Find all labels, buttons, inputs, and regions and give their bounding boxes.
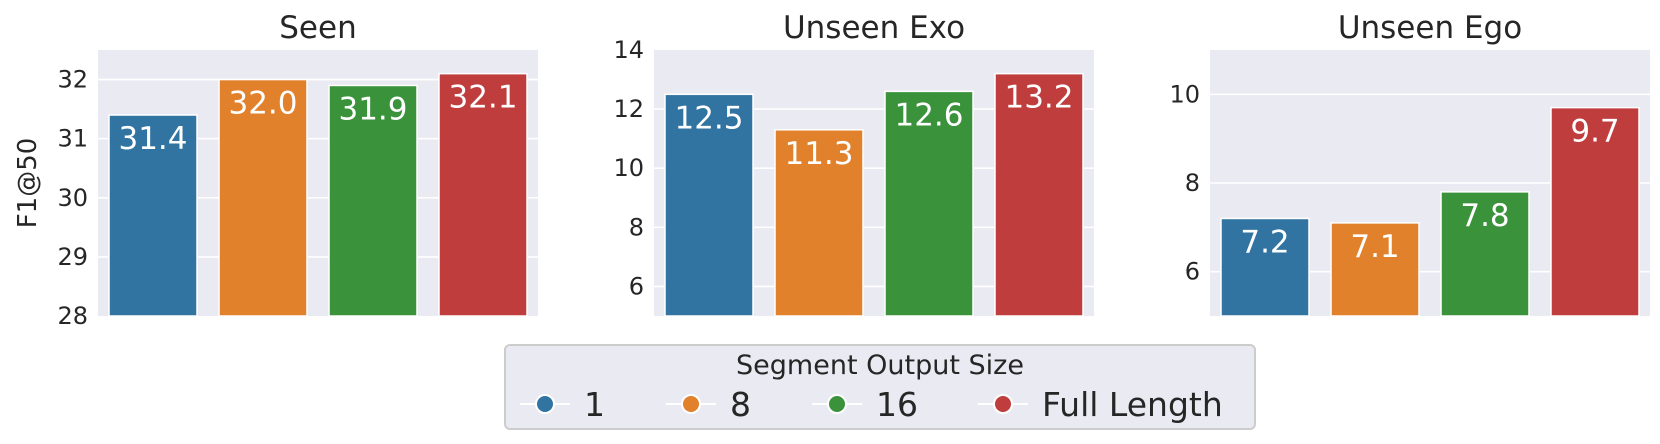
ytick-label-2-1: 8 <box>1185 169 1200 197</box>
legend-dot-8 <box>681 394 701 414</box>
bar-value-label-1-0: 12.5 <box>674 100 743 136</box>
ytick-label-1-4: 14 <box>613 36 644 64</box>
bar-value-label-1-3: 13.2 <box>1004 80 1073 116</box>
legend-marker-full-length <box>972 382 1034 426</box>
legend-title: Segment Output Size <box>736 350 1024 381</box>
ytick-label-1-1: 8 <box>629 213 644 241</box>
legend-item-16: 16 <box>806 382 918 426</box>
ytick-label-0-1: 29 <box>57 243 88 271</box>
panel-title-0: Seen <box>279 10 356 46</box>
legend-item-full-length: Full Length <box>972 382 1223 426</box>
bar-0-0 <box>108 114 198 317</box>
legend: Segment Output Size 1 8 16 Full Length <box>504 344 1256 430</box>
legend-marker-16 <box>806 382 868 426</box>
bar-0-1 <box>218 78 308 317</box>
legend-marker-8 <box>660 382 722 426</box>
bar-value-label-0-2: 31.9 <box>338 91 407 127</box>
bar-value-label-2-2: 7.8 <box>1460 198 1509 234</box>
bar-value-label-2-1: 7.1 <box>1350 229 1399 265</box>
legend-dot-1 <box>535 394 555 414</box>
panel-title-1: Unseen Exo <box>783 10 965 46</box>
legend-item-8: 8 <box>660 382 751 426</box>
ytick-label-0-0: 28 <box>57 302 88 330</box>
bar-1-0 <box>664 93 754 317</box>
legend-label-16: 16 <box>876 384 918 424</box>
bar-value-label-2-3: 9.7 <box>1570 114 1619 150</box>
bar-value-label-2-0: 7.2 <box>1240 224 1289 260</box>
ytick-label-2-2: 10 <box>1169 80 1200 108</box>
ytick-label-1-3: 12 <box>613 95 644 123</box>
bar-2-3 <box>1550 106 1640 317</box>
legend-label-full-length: Full Length <box>1042 384 1223 424</box>
bar-value-label-0-0: 31.4 <box>118 121 187 157</box>
bar-2-0 <box>1220 217 1310 317</box>
ytick-label-0-3: 31 <box>57 125 88 153</box>
ytick-label-0-2: 30 <box>57 184 88 212</box>
panel-0: 28 29 30 31 32 Seen F1@50 31.4 32.0 31.9 32.1 <box>13 10 538 330</box>
ytick-label-2-0: 6 <box>1185 258 1200 286</box>
legend-marker-1 <box>514 382 576 426</box>
bar-value-label-0-3: 32.1 <box>448 80 517 116</box>
ytick-label-1-0: 6 <box>629 272 644 300</box>
bar-0-2 <box>328 84 418 317</box>
bar-2-2 <box>1440 191 1530 317</box>
bar-0-3 <box>438 72 528 317</box>
panel-title-2: Unseen Ego <box>1338 10 1522 46</box>
bar-value-label-0-1: 32.0 <box>228 86 297 122</box>
bar-1-3 <box>994 72 1084 317</box>
y-axis-label: F1@50 <box>13 138 43 229</box>
legend-item-1: 1 <box>514 382 605 426</box>
bar-value-label-1-2: 12.6 <box>894 97 963 133</box>
legend-label-1: 1 <box>584 384 605 424</box>
ytick-label-1-2: 10 <box>613 154 644 182</box>
panel-1: 6 8 10 12 14 Unseen Exo 12.5 11.3 12.6 13.2 <box>613 10 1094 317</box>
bar-value-label-1-1: 11.3 <box>784 136 853 172</box>
legend-dot-full-length <box>993 394 1013 414</box>
bar-1-1 <box>774 129 864 317</box>
bar-2-1 <box>1330 222 1420 317</box>
legend-dot-16 <box>827 394 847 414</box>
bar-1-2 <box>884 90 974 317</box>
legend-label-8: 8 <box>730 384 751 424</box>
panel-2: 6 8 10 Unseen Ego 7.2 7.1 7.8 9.7 <box>1169 10 1650 317</box>
ytick-label-0-4: 32 <box>57 66 88 94</box>
